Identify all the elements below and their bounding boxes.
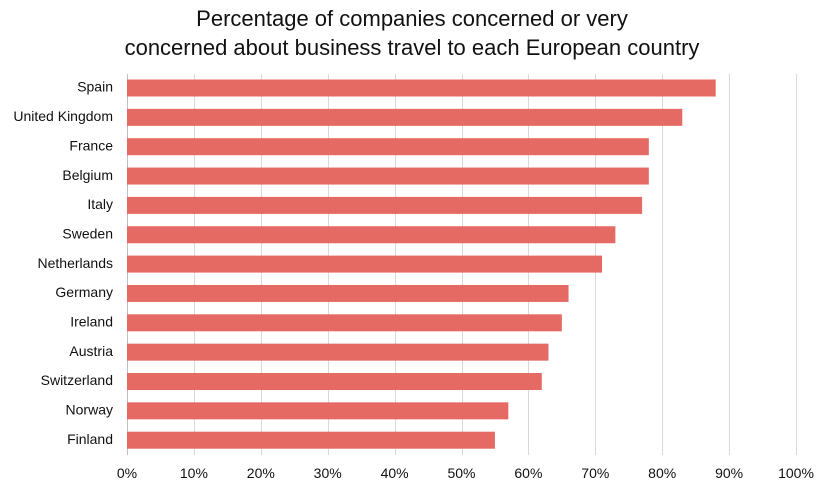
- x-tick-label-20: 20%: [247, 465, 275, 481]
- category-label-belgium: Belgium: [62, 167, 113, 183]
- bar-switzerland: [127, 373, 542, 390]
- x-tick-label-50: 50%: [447, 465, 475, 481]
- category-label-finland: Finland: [67, 431, 113, 447]
- bar-finland: [127, 431, 495, 449]
- category-label-spain: Spain: [77, 79, 113, 95]
- bar-italy: [127, 196, 643, 214]
- category-label-ireland: Ireland: [70, 314, 113, 330]
- bar-norway: [127, 402, 509, 420]
- category-label-austria: Austria: [69, 343, 113, 359]
- bar-france: [127, 138, 649, 156]
- x-tick-label-10: 10%: [180, 465, 208, 481]
- chart-title: Percentage of companies concerned or ver…: [0, 4, 824, 62]
- bar-united-kingdom: [127, 108, 683, 126]
- x-tick-label-90: 90%: [715, 465, 743, 481]
- bar-ireland: [127, 314, 562, 332]
- bar-belgium: [127, 167, 649, 185]
- bar-sweden: [127, 226, 616, 244]
- category-label-switzerland: Switzerland: [41, 372, 113, 388]
- category-label-united-kingdom: United Kingdom: [13, 108, 113, 124]
- x-tick-label-70: 70%: [581, 465, 609, 481]
- category-label-netherlands: Netherlands: [38, 255, 114, 271]
- x-tick-label-40: 40%: [381, 465, 409, 481]
- bar-spain: [127, 79, 716, 97]
- category-label-germany: Germany: [55, 284, 113, 300]
- x-tick-label-100: 100%: [778, 465, 814, 481]
- category-label-italy: Italy: [87, 196, 113, 212]
- bar-germany: [127, 284, 569, 302]
- chart-title-line-1: Percentage of companies concerned or ver…: [196, 6, 628, 31]
- x-tick-label-0: 0%: [117, 465, 137, 481]
- bar-netherlands: [127, 255, 602, 273]
- category-label-sweden: Sweden: [62, 225, 113, 241]
- category-label-france: France: [69, 137, 113, 153]
- x-tick-label-30: 30%: [314, 465, 342, 481]
- x-tick-label-80: 80%: [648, 465, 676, 481]
- x-tick-label-60: 60%: [514, 465, 542, 481]
- category-label-norway: Norway: [66, 402, 113, 418]
- chart-title-line-2: concerned about business travel to each …: [124, 35, 700, 60]
- bar-austria: [127, 343, 549, 361]
